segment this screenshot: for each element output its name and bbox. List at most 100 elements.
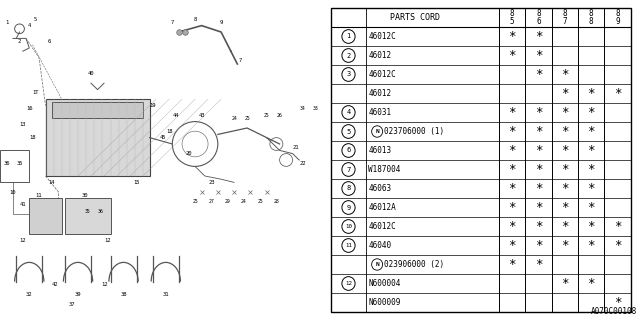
Text: *: * [561,182,568,195]
Text: *: * [534,239,542,252]
Text: N600004: N600004 [368,279,401,288]
Text: *: * [561,201,568,214]
Text: 3: 3 [346,71,351,77]
Text: 2: 2 [346,52,351,59]
Text: 023706000 (1): 023706000 (1) [384,127,444,136]
Text: 7: 7 [346,166,351,172]
Text: 10: 10 [10,189,16,195]
Text: *: * [614,296,621,309]
Text: 11: 11 [345,243,352,248]
Text: 7: 7 [563,17,567,26]
Text: 41: 41 [19,202,26,207]
Text: *: * [508,220,516,233]
Bar [52,102,143,118]
Text: 12: 12 [104,237,111,243]
Text: *: * [534,125,542,138]
Text: *: * [508,106,516,119]
Text: *: * [534,106,542,119]
Text: *: * [588,220,595,233]
Text: *: * [588,125,595,138]
Text: 25: 25 [244,116,250,121]
Text: 5: 5 [509,17,515,26]
Text: 18: 18 [29,135,36,140]
Text: 5: 5 [34,17,37,22]
Text: W187004: W187004 [368,165,401,174]
Text: *: * [508,258,516,271]
Text: 46013: 46013 [368,146,391,155]
Text: 023906000 (2): 023906000 (2) [384,260,444,269]
Text: 44: 44 [172,113,179,118]
Text: 33: 33 [312,106,318,111]
Text: 7: 7 [171,20,174,25]
Text: 28: 28 [273,199,279,204]
Text: 1T: 1T [33,90,39,95]
Text: 18: 18 [166,129,172,134]
Text: 24: 24 [241,199,246,204]
Text: 36: 36 [3,161,10,166]
Text: *: * [561,277,568,290]
Text: 6: 6 [536,17,541,26]
Text: *: * [508,163,516,176]
Text: *: * [588,144,595,157]
Text: 26: 26 [276,113,282,118]
Text: *: * [534,144,542,157]
Text: 46012: 46012 [368,89,391,98]
Text: 37: 37 [68,301,75,307]
Text: *: * [534,49,542,62]
Text: *: * [561,106,568,119]
Text: 46012A: 46012A [368,203,396,212]
Text: 8: 8 [589,17,593,26]
Text: 12: 12 [100,282,108,287]
Text: 6: 6 [346,148,351,154]
Text: 38: 38 [120,292,127,297]
Text: *: * [561,87,568,100]
Text: 42: 42 [52,282,58,287]
Text: 46012C: 46012C [368,32,396,41]
Text: 45: 45 [159,135,166,140]
Text: *: * [508,125,516,138]
Text: *: * [508,239,516,252]
Text: 14: 14 [49,180,55,185]
Text: 20: 20 [186,151,192,156]
Text: 40: 40 [88,71,94,76]
Text: 39: 39 [75,292,81,297]
Text: *: * [588,201,595,214]
Text: *: * [534,68,542,81]
Text: 46063: 46063 [368,184,391,193]
Text: *: * [561,144,568,157]
Text: 46012: 46012 [368,51,391,60]
Text: 46012C: 46012C [368,222,396,231]
Text: *: * [561,239,568,252]
Text: *: * [561,220,568,233]
Text: 7: 7 [239,58,242,63]
Text: 43: 43 [198,113,205,118]
Text: 8: 8 [589,9,593,18]
Text: *: * [614,239,621,252]
Text: *: * [508,49,516,62]
Text: 1: 1 [346,34,351,39]
Text: 8: 8 [536,9,541,18]
Text: 16: 16 [26,106,33,111]
Text: 36: 36 [98,209,104,214]
Text: 9: 9 [615,17,620,26]
Text: N600009: N600009 [368,298,401,307]
Text: 8: 8 [346,186,351,191]
Text: 25: 25 [192,199,198,204]
Text: 8: 8 [193,17,196,22]
Text: *: * [561,125,568,138]
Text: 10: 10 [345,224,352,229]
Text: 8: 8 [615,9,620,18]
Text: 9: 9 [220,20,223,25]
Text: 12: 12 [345,281,352,286]
Text: 11: 11 [36,193,42,198]
Text: 12: 12 [19,237,26,243]
Text: *: * [534,201,542,214]
Text: 25: 25 [257,199,263,204]
Text: 34: 34 [300,106,305,111]
Text: 46031: 46031 [368,108,391,117]
Bar [45,99,150,176]
Text: *: * [534,182,542,195]
Text: 8: 8 [509,9,515,18]
Text: *: * [588,182,595,195]
Text: *: * [508,30,516,43]
